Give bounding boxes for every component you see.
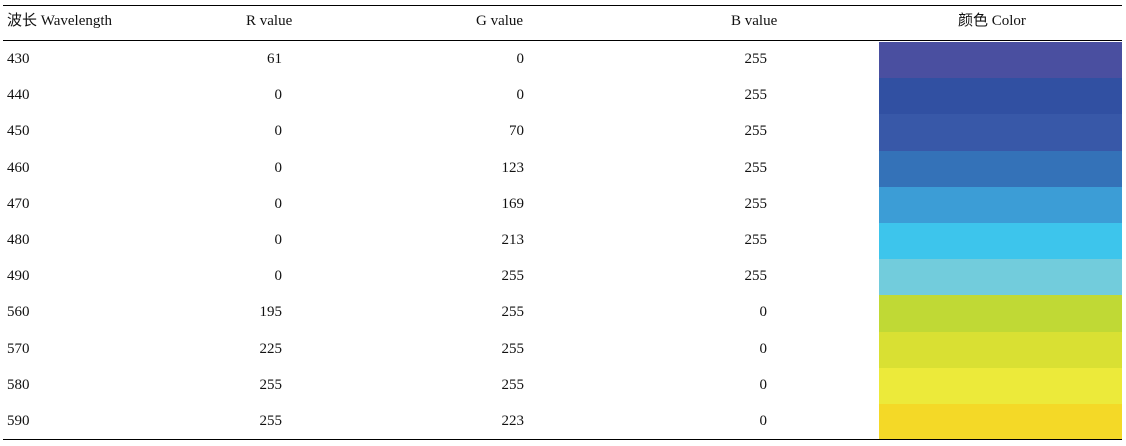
color-swatch	[879, 186, 1122, 224]
cell-r-value: 0	[274, 87, 283, 104]
bottom-rule	[3, 439, 1122, 440]
cell-r-value: 0	[274, 159, 283, 176]
header-color: 颜色 Color	[958, 13, 1026, 29]
color-swatch	[879, 78, 1122, 115]
cell-b-value: 255	[744, 195, 768, 212]
cell-wavelength: 490	[7, 268, 30, 285]
cell-b-value: 0	[759, 340, 768, 357]
cell-g-value: 169	[501, 195, 525, 212]
color-swatch	[879, 259, 1122, 296]
cell-wavelength: 430	[7, 51, 30, 67]
cell-r-value: 61	[267, 51, 282, 67]
top-rule	[3, 5, 1122, 6]
cell-g-value: 70	[509, 123, 524, 140]
cell-wavelength: 590	[7, 413, 30, 429]
cell-b-value: 255	[744, 123, 768, 140]
cell-g-value: 0	[516, 87, 525, 104]
cell-b-value: 0	[759, 376, 768, 393]
color-swatch	[879, 114, 1122, 152]
cell-r-value: 195	[259, 304, 283, 321]
cell-g-value: 255	[501, 304, 525, 321]
cell-b-value: 0	[759, 304, 768, 321]
cell-wavelength: 450	[7, 123, 30, 140]
color-swatch	[879, 223, 1122, 260]
cell-g-value: 0	[516, 51, 525, 67]
cell-g-value: 223	[501, 413, 525, 429]
cell-r-value: 255	[259, 413, 283, 429]
cell-b-value: 255	[744, 51, 768, 67]
cell-b-value: 0	[759, 413, 768, 429]
cell-g-value: 255	[501, 340, 525, 357]
color-swatch	[879, 295, 1122, 333]
color-swatch	[879, 367, 1122, 405]
header-r-value: R value	[246, 13, 293, 29]
cell-wavelength: 460	[7, 159, 30, 176]
cell-g-value: 123	[501, 159, 525, 176]
cell-r-value: 0	[274, 195, 283, 212]
cell-wavelength: 470	[7, 195, 30, 212]
cell-wavelength: 570	[7, 340, 30, 357]
header-g-value: G value	[476, 13, 524, 29]
cell-r-value: 0	[274, 123, 283, 140]
header-wavelength: 波长 Wavelength	[7, 13, 113, 29]
color-swatch	[879, 331, 1122, 369]
cell-b-value: 255	[744, 159, 768, 176]
cell-g-value: 255	[501, 268, 525, 285]
cell-g-value: 213	[501, 232, 525, 248]
cell-r-value: 0	[274, 232, 283, 248]
cell-wavelength: 580	[7, 376, 30, 393]
color-swatch	[879, 404, 1122, 439]
cell-wavelength: 480	[7, 232, 30, 248]
cell-r-value: 225	[259, 340, 283, 357]
cell-wavelength: 440	[7, 87, 30, 104]
cell-wavelength: 560	[7, 304, 30, 321]
cell-r-value: 0	[274, 268, 283, 285]
header-rule	[3, 40, 1122, 41]
color-swatch	[879, 42, 1122, 79]
cell-b-value: 255	[744, 268, 768, 285]
color-swatch	[879, 150, 1122, 188]
cell-r-value: 255	[259, 376, 283, 393]
cell-b-value: 255	[744, 87, 768, 104]
header-b-value: B value	[731, 13, 778, 29]
cell-g-value: 255	[501, 376, 525, 393]
cell-b-value: 255	[744, 232, 768, 248]
